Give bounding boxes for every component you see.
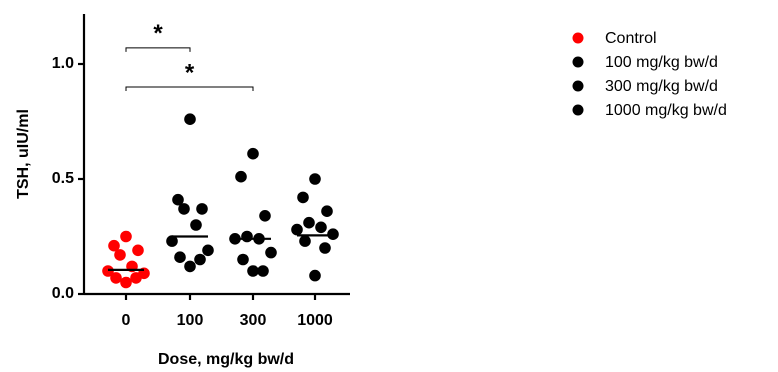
series-group: [229, 147, 277, 277]
data-point: [309, 173, 321, 185]
legend-label: 100 mg/kg bw/d: [605, 54, 718, 71]
data-point: [235, 170, 247, 183]
y-tick-label: 0.0: [52, 285, 74, 302]
x-tick-label: 1000: [297, 312, 333, 329]
y-tick-label: 0.5: [52, 170, 74, 187]
data-point: [247, 147, 259, 160]
series-group: [291, 173, 339, 282]
x-tick-label: 100: [177, 312, 204, 329]
data-point: [241, 230, 253, 243]
data-point: [110, 272, 122, 284]
data-point: [120, 276, 132, 289]
data-point: [265, 246, 277, 259]
y-axis: 0.0 0.5 1.0: [52, 14, 86, 302]
data-point: [297, 191, 309, 204]
y-axis-label: TSH, uIU/ml: [15, 109, 32, 199]
data-point: [166, 235, 178, 247]
data-point: [184, 260, 196, 273]
data-point: [132, 244, 144, 257]
legend-marker: [572, 32, 584, 44]
significance-star: *: [153, 20, 163, 47]
x-axis: 0 100 300 1000: [84, 292, 350, 329]
data-point: [120, 230, 132, 243]
legend-label: 300 mg/kg bw/d: [605, 78, 718, 95]
data-point: [178, 203, 190, 215]
significance-star: *: [185, 59, 195, 86]
data-point: [190, 219, 202, 231]
legend: Control 100 mg/kg bw/d 300 mg/kg bw/d 1000 …: [572, 30, 727, 119]
data-point: [257, 265, 269, 277]
data-point: [291, 223, 303, 236]
data-point: [184, 113, 196, 125]
data-points: [102, 113, 339, 289]
x-tick-label: 300: [240, 312, 267, 329]
data-point: [174, 251, 186, 263]
data-point: [196, 203, 208, 215]
data-point: [299, 235, 311, 247]
y-tick-label: 1.0: [52, 55, 74, 72]
data-point: [259, 210, 271, 222]
legend-label: Control: [605, 30, 657, 47]
data-point: [202, 244, 214, 257]
y-ticks: 0.0 0.5 1.0: [52, 55, 84, 302]
legend-label: 1000 mg/kg bw/d: [605, 102, 727, 119]
data-point: [108, 239, 120, 252]
data-point: [172, 193, 184, 206]
median-lines: [108, 234, 333, 271]
data-point: [327, 228, 339, 240]
data-point: [194, 253, 206, 266]
significance-bracket: [125, 47, 191, 52]
x-axis-label: Dose, mg/kg bw/d: [158, 351, 294, 368]
data-point: [114, 249, 126, 261]
data-point: [321, 205, 333, 217]
significance-bracket: [125, 86, 254, 91]
data-point: [130, 272, 142, 284]
legend-marker: [572, 56, 584, 68]
data-point: [315, 221, 327, 234]
legend-marker: [572, 104, 584, 116]
data-point: [319, 242, 331, 254]
data-point: [102, 265, 114, 277]
data-point: [309, 269, 321, 282]
x-ticks: 0 100 300 1000: [122, 294, 333, 329]
x-tick-label: 0: [122, 312, 131, 329]
data-point: [247, 265, 259, 277]
data-point: [237, 253, 249, 266]
significance-annotations: **: [125, 20, 254, 91]
data-point: [303, 216, 315, 229]
series-group: [166, 113, 214, 273]
legend-marker: [572, 80, 584, 92]
series-group: [102, 230, 150, 289]
